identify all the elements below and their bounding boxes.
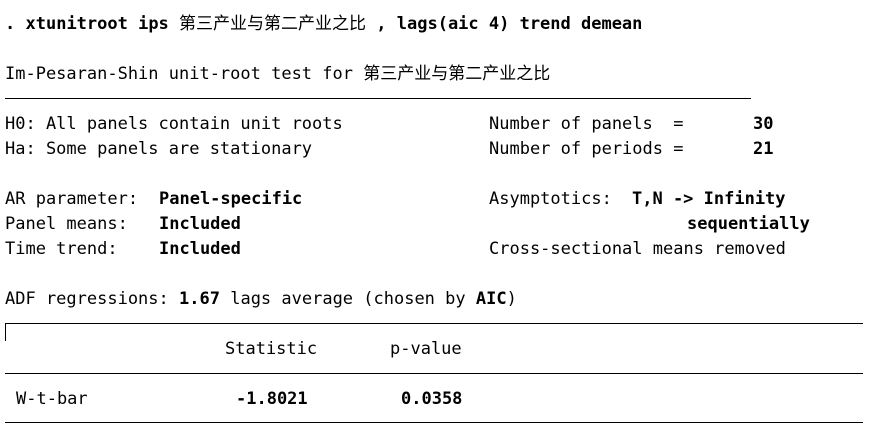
test-title-text: Im-Pesaran-Shin unit-root test for (5, 64, 353, 84)
asymptotics-label: Asymptotics: (489, 189, 612, 209)
adf-line: ADF regressions: 1.67 lags average (chos… (5, 289, 517, 309)
table-header-rule (5, 373, 863, 374)
command-prompt: . (5, 14, 16, 34)
ar-label: AR parameter: (5, 189, 139, 209)
command-text: xtunitroot ips (25, 14, 169, 34)
periods-value: 21 (753, 139, 774, 159)
panels-value: 30 (753, 114, 774, 134)
means-label: Panel means: (5, 214, 128, 234)
ar-value: Panel-specific (159, 189, 303, 209)
header-statistic: Statistic (225, 339, 318, 359)
command-varname: 第三产业与第二产业之比 (179, 14, 367, 34)
adf-label: ADF regressions: (5, 289, 169, 309)
asymptotics-value-2: sequentially (687, 214, 810, 234)
adf-criterion: AIC (475, 289, 507, 309)
table-left-bracket-top (5, 323, 6, 341)
asymptotics-value: T,N -> Infinity (632, 189, 786, 209)
adf-lags-value: 1.67 (179, 289, 220, 309)
cs-means-note: Cross-sectional means removed (489, 239, 786, 259)
trend-value: Included (159, 239, 241, 259)
trend-label: Time trend: (5, 239, 118, 259)
row-wtbar-statistic: -1.8021 (236, 389, 308, 409)
header-pvalue: p-value (390, 339, 462, 359)
means-value: Included (159, 214, 241, 234)
test-title-varname: 第三产业与第二产业之比 (363, 64, 551, 84)
h0-line: H0: All panels contain unit roots (5, 114, 343, 134)
adf-close-paren: ) (506, 289, 517, 309)
command-options: , lags(aic 4) trend demean (376, 14, 643, 34)
adf-lags-text: lags average (chosen by (230, 289, 466, 309)
table-top-rule (5, 323, 863, 324)
periods-label: Number of periods = (489, 139, 684, 159)
title-rule (5, 98, 751, 99)
row-wtbar-label: W-t-bar (16, 389, 88, 409)
ha-line: Ha: Some panels are stationary (5, 139, 313, 159)
command-line: . xtunitroot ips 第三产业与第二产业之比 , lags(aic … (5, 14, 642, 34)
row-wtbar-pvalue: 0.0358 (401, 389, 463, 409)
test-title: Im-Pesaran-Shin unit-root test for 第三产业与… (5, 64, 550, 84)
panels-label: Number of panels = (489, 114, 684, 134)
table-bottom-rule (5, 422, 863, 423)
